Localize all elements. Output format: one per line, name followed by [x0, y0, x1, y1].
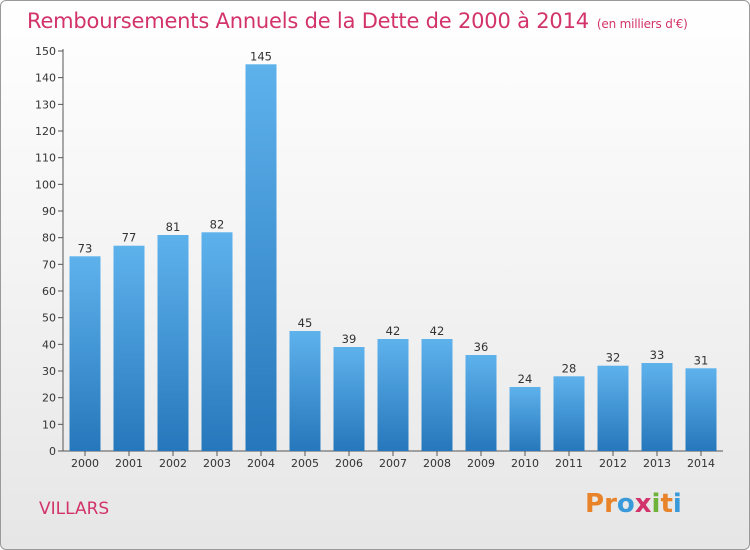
y-tick-label: 20	[42, 392, 56, 405]
logo-letter: i	[651, 489, 661, 519]
x-tick-label: 2014	[687, 457, 715, 470]
y-tick-label: 0	[49, 445, 56, 458]
x-tick-label: 2011	[555, 457, 583, 470]
bar	[289, 331, 321, 451]
y-tick-label: 90	[42, 205, 56, 218]
bar-value-label: 32	[606, 351, 621, 365]
y-tick-label: 150	[35, 45, 56, 58]
bar	[333, 347, 365, 451]
bar	[553, 376, 585, 451]
y-tick-label: 60	[42, 285, 56, 298]
x-tick-label: 2001	[115, 457, 143, 470]
y-tick-label: 50	[42, 312, 56, 325]
logo-letter: x	[634, 489, 652, 519]
bar	[201, 232, 233, 451]
x-tick-label: 2005	[291, 457, 319, 470]
bar	[113, 245, 145, 451]
x-tick-label: 2008	[423, 457, 451, 470]
proxiti-logo: Proxiti	[585, 489, 682, 519]
bar	[377, 339, 409, 451]
bar-value-label: 82	[210, 217, 225, 231]
bar	[597, 365, 629, 451]
y-tick-label: 140	[35, 72, 56, 85]
y-tick-label: 130	[35, 98, 56, 111]
bar	[465, 355, 497, 451]
y-tick-label: 30	[42, 365, 56, 378]
y-tick-label: 40	[42, 338, 56, 351]
bar-value-label: 36	[474, 340, 489, 354]
x-tick-label: 2012	[599, 457, 627, 470]
bar-value-label: 33	[650, 348, 665, 362]
x-tick-label: 2000	[71, 457, 99, 470]
bar-value-label: 42	[430, 324, 445, 338]
y-tick-label: 10	[42, 418, 56, 431]
y-tick-label: 70	[42, 258, 56, 271]
x-tick-label: 2007	[379, 457, 407, 470]
bar-value-label: 73	[78, 241, 93, 255]
y-tick-label: 100	[35, 178, 56, 191]
x-tick-label: 2013	[643, 457, 671, 470]
bar	[509, 387, 541, 451]
chart-title: Remboursements Annuels de la Dette de 20…	[27, 9, 688, 33]
logo-letter: i	[672, 489, 682, 519]
bar-value-label: 24	[518, 372, 533, 386]
bar	[421, 339, 453, 451]
bar-value-label: 81	[166, 220, 181, 234]
x-tick-label: 2006	[335, 457, 363, 470]
x-tick-label: 2004	[247, 457, 275, 470]
bar-value-label: 31	[694, 353, 709, 367]
bar-value-label: 45	[298, 316, 313, 330]
bar-value-label: 145	[250, 49, 272, 63]
x-tick-label: 2003	[203, 457, 231, 470]
y-tick-label: 80	[42, 232, 56, 245]
x-tick-label: 2009	[467, 457, 495, 470]
bar	[157, 235, 189, 451]
bar	[685, 368, 717, 451]
logo-letter: o	[616, 489, 635, 519]
logo-letter: t	[660, 489, 673, 519]
logo-letter: P	[585, 489, 605, 519]
logo-letter: r	[604, 489, 617, 519]
bar	[245, 64, 277, 452]
bar-value-label: 28	[562, 361, 577, 375]
commune-name: VILLARS	[39, 499, 110, 519]
chart-unit: (en milliers d'€)	[596, 17, 688, 31]
y-tick-label: 110	[35, 152, 56, 165]
x-tick-label: 2010	[511, 457, 539, 470]
y-tick-label: 120	[35, 125, 56, 138]
x-tick-label: 2002	[159, 457, 187, 470]
bar	[641, 363, 673, 451]
bar-value-label: 42	[386, 324, 401, 338]
bar-value-label: 39	[342, 332, 357, 346]
bar-value-label: 77	[122, 231, 137, 245]
bar	[69, 256, 101, 451]
chart-title-text: Remboursements Annuels de la Dette de 20…	[27, 9, 589, 33]
